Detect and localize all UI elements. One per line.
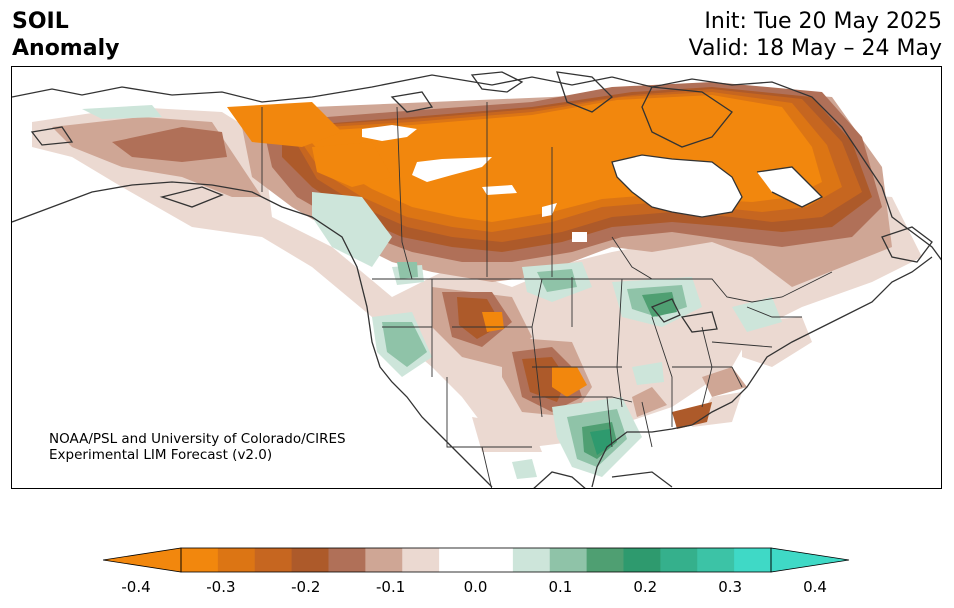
- colorbar-bin: [291, 548, 329, 572]
- colorbar-bin: [734, 548, 772, 572]
- title-line-1: SOIL: [12, 9, 69, 34]
- colorbar-bin: [549, 548, 588, 572]
- lakes: [362, 125, 822, 242]
- map-title: SOIL Anomaly: [12, 8, 119, 62]
- coastlines: [12, 71, 941, 488]
- colorbar-bin: [217, 548, 256, 572]
- valid-range: Valid: 18 May – 24 May: [688, 36, 942, 61]
- colorbar-bin: [660, 548, 698, 572]
- forecast-dates: Init: Tue 20 May 2025 Valid: 18 May – 24…: [689, 8, 942, 62]
- credit-line-1: NOAA/PSL and University of Colorado/CIRE…: [49, 431, 346, 447]
- colorbar-tick-label: -0.1: [375, 578, 406, 596]
- colorbar-tick-label: 0.4: [803, 578, 827, 596]
- colorbar-bin: [181, 548, 219, 572]
- anomaly-map: [11, 66, 942, 489]
- borders: [261, 102, 833, 488]
- credit-text: NOAA/PSL and University of Colorado/CIRE…: [49, 431, 346, 463]
- credit-line-2: Experimental LIM Forecast (v2.0): [49, 447, 273, 463]
- colorbar-bin: [697, 548, 735, 572]
- colorbar-bin: [439, 548, 477, 572]
- map-svg: [12, 71, 941, 488]
- init-date: Init: Tue 20 May 2025: [704, 9, 942, 34]
- colorbar-tick-label: -0.2: [291, 578, 321, 596]
- colorbar-extend-right: [770, 547, 850, 573]
- colorbar-bin: [623, 548, 661, 572]
- colorbar-bins: [181, 548, 772, 572]
- colorbar-tick-label: -0.4: [121, 578, 151, 596]
- colorbar-bin: [476, 548, 514, 572]
- colorbar-bin: [365, 548, 403, 572]
- colorbar-bin: [328, 548, 366, 572]
- colorbar-bin: [402, 548, 440, 572]
- colorbar-tick-label: -0.3: [206, 578, 236, 596]
- colorbar-tick-label: 0.2: [633, 578, 658, 596]
- colorbar-tick-label: 0.0: [463, 578, 488, 596]
- colorbar-tick-label: 0.3: [718, 578, 743, 596]
- colorbar-bin: [254, 548, 293, 572]
- colorbar-outline: [180, 547, 772, 573]
- title-line-2: Anomaly: [12, 36, 120, 61]
- colorbar-bin: [586, 548, 624, 572]
- colorbar-bin: [512, 548, 551, 572]
- colorbar: [103, 547, 850, 573]
- colorbar-extend-left: [103, 547, 182, 573]
- colorbar-tick-label: 0.1: [548, 578, 573, 596]
